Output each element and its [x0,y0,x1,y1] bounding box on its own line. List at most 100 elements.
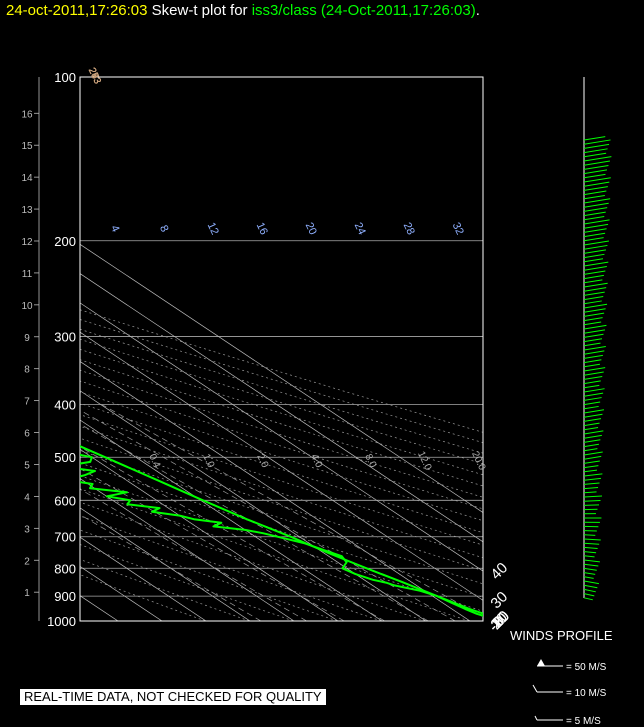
wind-barb [583,136,606,141]
wind-barb [583,177,611,183]
wind-barb [583,380,601,385]
wind-barb [583,448,598,452]
pressure-tick-label: 700 [54,530,76,545]
mixing-ratio-label: 32 [450,221,466,237]
wind-barb [583,312,605,317]
wind-barb [583,152,607,158]
wind-barb [583,439,601,443]
isotherm-line [80,566,163,621]
pressure-tick-label: 200 [54,234,76,249]
mixing-ratio-label: 4.0 [308,452,324,470]
wind-barb [583,413,603,418]
wind-barb [583,409,605,414]
wind-barb [583,363,600,368]
dry-adiabat-line [80,338,483,465]
altitude-km-label: 1 [24,588,30,599]
wind-barb [583,211,606,217]
temperature-profile-line [80,445,483,615]
wind-barb [583,401,601,406]
wind-barb [583,405,599,410]
wind-barb [583,392,604,397]
isotherm-line [80,390,427,621]
dry-adiabat-line [80,391,483,522]
altitude-km-label: 8 [24,365,30,376]
isotherm-line [80,243,483,513]
wind-barb [583,499,601,502]
title-label: Skew-t plot for [151,2,248,19]
wind-barb [583,375,603,380]
wind-barb [583,194,605,200]
dry-adiabat-line [80,349,483,476]
mixing-ratio-label: 0.4 [146,452,162,470]
title-timestamp: 24-oct-2011,17:26:03 [6,2,148,19]
wind-barb [583,371,604,376]
wind-barb [583,354,603,359]
wind-barb [583,274,604,280]
title-end: . [475,2,480,19]
wind-barb [583,237,604,242]
mixing-ratio-label: 16 [254,221,270,237]
dry-adiabat-line [80,369,483,498]
dry-adiabat-line [80,309,483,433]
wind-barb [583,422,600,427]
skew-t-label-layer: 1002003004005006007008009001000123456789… [21,66,513,635]
wind-legend-label: = 10 M/S [566,688,607,699]
mixing-ratio-label: 24 [352,221,368,237]
mixing-ratio-line [80,446,385,621]
isotherm-line [80,507,251,621]
wind-barb [583,451,603,456]
wind-barb [583,576,594,579]
wind-barb [583,338,603,343]
wind-barb [583,563,599,567]
wind-barb [583,546,598,550]
wind-barb [583,266,607,271]
pressure-tick-label: 600 [54,493,76,508]
dry-adiabat-line [80,450,483,585]
wind-barb [583,593,595,597]
wind-barb [583,282,608,288]
isotherm-line [80,536,207,621]
wind-barb [583,350,605,355]
pressure-tick-label: 300 [54,330,76,345]
wind-barb [583,329,606,334]
wind-barb [583,460,600,464]
wind-barb [583,139,611,145]
plot-frame [79,76,484,622]
pressure-tick-label: 900 [54,589,76,604]
wind-barb [583,359,602,364]
wind-barb [583,216,605,221]
isotherm-line [80,302,483,572]
wind-barb [583,567,597,571]
wind-barb [583,324,607,330]
isotherm-line [80,478,295,621]
wind-barb [583,342,601,347]
wind-barb [583,219,610,225]
dry-adiabat-line [80,402,483,534]
mixing-ratio-line [80,409,456,621]
wind-barb [583,345,606,351]
wind-barb [583,253,605,259]
dry-adiabat-line [80,414,483,546]
profile-layer [80,445,483,617]
dry-adiabat-line [80,437,483,572]
skew-t-line-layer [80,240,483,621]
dry-adiabat-line [80,559,250,621]
wind-barb [583,296,604,301]
wind-barb [583,148,608,154]
wind-barb [583,190,607,196]
dewpoint-profile-line [80,453,483,617]
wind-barb [583,186,608,191]
dry-adiabat-line [80,462,483,598]
dry-adiabat-line [80,380,483,510]
altitude-km-label: 6 [24,429,30,440]
wind-barb [583,333,604,338]
wind-barb [583,143,610,149]
wind-barb [583,482,600,485]
dry-adiabat-line [80,544,294,621]
wind-barb [583,169,608,175]
quality-warning-banner: REAL-TIME DATA, NOT CHECKED FOR QUALITY [20,689,326,705]
isotherm-line [80,331,483,601]
wind-legend-halfbarb [534,715,538,721]
wind-barb [583,551,597,554]
wind-barb [583,477,601,481]
